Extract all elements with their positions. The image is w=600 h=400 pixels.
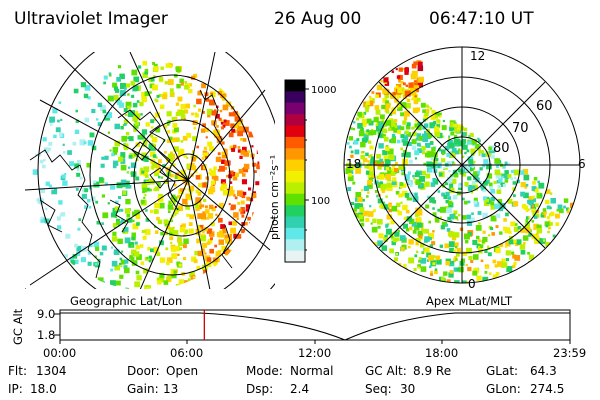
mlat-label-70: 70 <box>512 121 529 136</box>
time-tick-4: 23:59 <box>553 346 587 360</box>
flt-label: Flt: <box>8 364 27 378</box>
time-label: 06:47:10 UT <box>429 9 534 29</box>
door-value: Open <box>166 364 199 378</box>
gain-label: Gain: <box>127 382 159 396</box>
gcalt-label: GC Alt: <box>365 364 407 378</box>
seq-value: 30 <box>400 382 416 396</box>
colorbar-tick-100: 100 <box>311 196 330 207</box>
mlt-label-0: 0 <box>468 277 476 291</box>
ip-label: IP: <box>8 382 23 396</box>
altitude-plot: 9.0 1.8 GC Alt <box>11 307 571 345</box>
door-label: Door: <box>127 364 160 378</box>
colorbar-band <box>285 250 305 263</box>
mlt-label-6: 6 <box>578 157 586 171</box>
app-title: Ultraviolet Imager <box>14 9 168 29</box>
flt-value: 1304 <box>36 364 67 378</box>
colorbar-band <box>285 114 305 127</box>
geographic-image <box>25 52 275 289</box>
colorbar-band <box>285 91 305 104</box>
seq-label: Seq: <box>365 382 392 396</box>
colorbar-tick-1000: 1000 <box>311 85 336 96</box>
colorbar-band <box>285 216 305 229</box>
magnetic-polar-plot: 12 18 6 0 80 70 60 <box>343 46 586 291</box>
right-panel-label: Apex MLat/MLT <box>426 294 513 308</box>
dsp-label: Dsp: <box>246 382 274 396</box>
ip-value: 18.0 <box>30 382 57 396</box>
mlat-label-80: 80 <box>493 141 510 156</box>
mlat-label-60: 60 <box>536 99 553 114</box>
alt-ylabel: GC Alt <box>11 308 25 345</box>
colorbar-band <box>285 102 305 115</box>
dsp-value: 2.4 <box>290 382 310 396</box>
alt-tick-9: 9.0 <box>37 307 55 321</box>
colorbar-band <box>285 193 305 206</box>
gain-value: 13 <box>163 382 179 396</box>
time-tick-3: 18:00 <box>425 346 459 360</box>
mlt-label-18: 18 <box>346 157 361 171</box>
glon-value: 274.5 <box>530 382 565 396</box>
colorbar: 1000 100 photon cm⁻²s⁻¹ <box>268 79 336 263</box>
time-tick-1: 06:00 <box>170 346 204 360</box>
left-panel-label: Geographic Lat/Lon <box>70 294 183 308</box>
alt-tick-1.8: 1.8 <box>37 328 55 342</box>
colorbar-band <box>285 125 305 138</box>
colorbar-unit-label: photon cm⁻²s⁻¹ <box>268 155 281 240</box>
mode-value: Normal <box>290 364 334 378</box>
colorbar-band <box>285 136 305 149</box>
date-label: 26 Aug 00 <box>274 9 362 29</box>
gcalt-value: 8.9 Re <box>413 364 452 378</box>
glat-value: 64.3 <box>530 364 557 378</box>
time-tick-2: 12:00 <box>298 346 332 360</box>
colorbar-band <box>285 148 305 161</box>
colorbar-band <box>285 159 305 172</box>
glon-label: GLon: <box>486 382 521 396</box>
colorbar-band <box>285 182 305 195</box>
mlt-label-12: 12 <box>470 49 485 63</box>
glat-label: GLat: <box>486 364 519 378</box>
time-tick-0: 00:00 <box>43 346 77 360</box>
colorbar-band <box>285 80 305 92</box>
colorbar-band <box>285 171 305 183</box>
colorbar-band <box>285 239 305 252</box>
colorbar-band <box>285 205 305 218</box>
mode-label: Mode: <box>246 364 283 378</box>
colorbar-band <box>285 227 305 240</box>
